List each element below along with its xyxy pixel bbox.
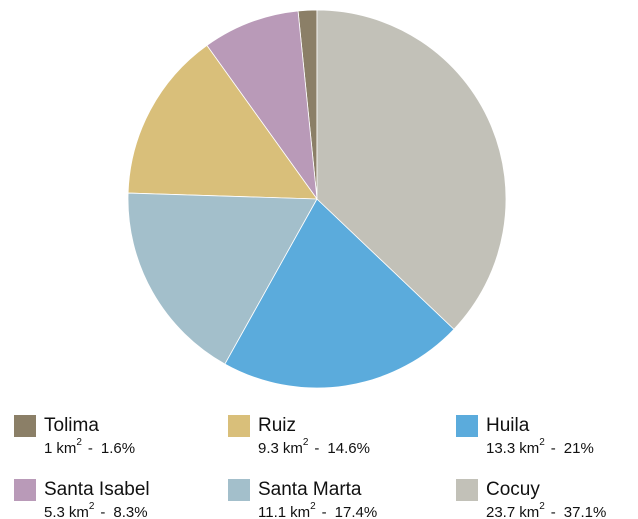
legend-detail: 9.3 km2-14.6% — [258, 437, 370, 457]
legend-label: Santa Isabel — [44, 479, 150, 500]
separator: - — [88, 440, 93, 457]
percent-label: 14.6% — [327, 440, 370, 457]
area-unit: km — [519, 504, 539, 519]
separator: - — [314, 440, 319, 457]
legend-item: Santa Isabel 5.3 km2-8.3% — [14, 479, 150, 519]
legend-label: Huila — [486, 415, 530, 436]
percent-label: 17.4% — [335, 504, 378, 519]
separator: - — [551, 504, 556, 519]
unit-exponent: 2 — [76, 437, 82, 448]
pie-slice — [206, 10, 318, 201]
pie-slice — [316, 9, 507, 330]
unit-exponent: 2 — [539, 437, 545, 448]
pie-slice — [224, 198, 455, 389]
area-value: 23.7 — [486, 504, 515, 519]
legend-detail: 23.7 km2-37.1% — [486, 501, 606, 519]
percent-label: 21% — [564, 440, 594, 457]
separator: - — [551, 440, 556, 457]
legend-label: Tolima — [44, 415, 99, 436]
legend-swatch — [456, 415, 478, 437]
legend-item: Cocuy 23.7 km2-37.1% — [456, 479, 606, 519]
area-value: 13.3 — [486, 440, 515, 457]
legend-detail: 5.3 km2-8.3% — [44, 501, 148, 519]
unit-exponent: 2 — [310, 501, 316, 512]
separator: - — [322, 504, 327, 519]
percent-label: 8.3% — [113, 504, 147, 519]
legend-label: Ruiz — [258, 415, 296, 436]
percent-label: 37.1% — [564, 504, 607, 519]
legend-label: Santa Marta — [258, 479, 362, 500]
percent-label: 1.6% — [101, 440, 135, 457]
area-value: 5.3 — [44, 504, 65, 519]
legend-swatch — [456, 479, 478, 501]
area-unit: km — [519, 440, 539, 457]
area-unit: km — [290, 504, 310, 519]
legend-swatch — [228, 479, 250, 501]
legend-detail: 13.3 km2-21% — [486, 437, 594, 457]
legend-item: Santa Marta 11.1 km2-17.4% — [228, 479, 377, 519]
area-value: 9.3 — [258, 440, 279, 457]
legend-detail: 1 km2-1.6% — [44, 437, 135, 457]
legend-label: Cocuy — [486, 479, 540, 500]
legend-swatch — [14, 415, 36, 437]
unit-exponent: 2 — [539, 501, 545, 512]
area-value: 1 — [44, 440, 52, 457]
legend-swatch — [228, 415, 250, 437]
unit-exponent: 2 — [303, 437, 309, 448]
separator: - — [100, 504, 105, 519]
legend-swatch — [14, 479, 36, 501]
unit-exponent: 2 — [89, 501, 95, 512]
pie-slice — [127, 192, 318, 365]
area-unit: km — [69, 504, 89, 519]
pie-slice — [127, 44, 318, 200]
legend-detail: 11.1 km2-17.4% — [258, 501, 377, 519]
area-unit: km — [283, 440, 303, 457]
area-unit: km — [56, 440, 76, 457]
area-value: 11.1 — [258, 504, 286, 519]
